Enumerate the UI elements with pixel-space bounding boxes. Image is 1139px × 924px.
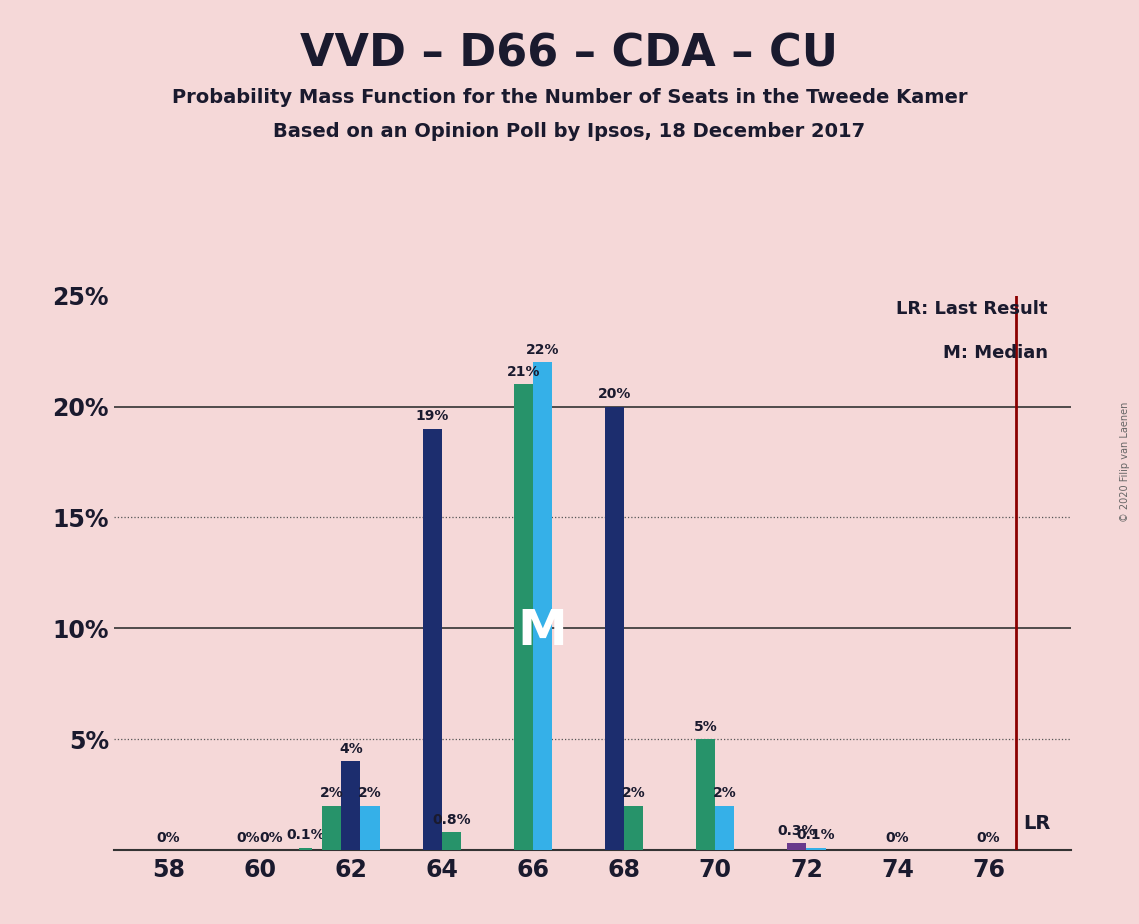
Text: © 2020 Filip van Laenen: © 2020 Filip van Laenen [1120,402,1130,522]
Text: 4%: 4% [339,742,362,756]
Text: LR: Last Result: LR: Last Result [896,300,1048,318]
Bar [533,362,552,850]
Text: 2%: 2% [320,786,344,800]
Text: 0.1%: 0.1% [286,828,325,843]
Text: 0%: 0% [260,831,282,845]
Text: LR: LR [1023,814,1050,833]
Text: 2%: 2% [713,786,737,800]
Text: 0%: 0% [886,831,909,845]
Bar [696,739,715,850]
Text: M: Median: M: Median [943,345,1048,362]
Text: Probability Mass Function for the Number of Seats in the Tweede Kamer: Probability Mass Function for the Number… [172,88,967,107]
Text: 21%: 21% [507,365,540,379]
Text: 19%: 19% [416,409,449,423]
Bar [442,833,461,850]
Text: M: M [518,606,567,654]
Text: 0%: 0% [157,831,180,845]
Text: Based on an Opinion Poll by Ipsos, 18 December 2017: Based on an Opinion Poll by Ipsos, 18 De… [273,122,866,141]
Bar [624,806,644,850]
Text: 2%: 2% [622,786,646,800]
Bar [715,806,735,850]
Bar [360,806,379,850]
Bar [514,384,533,850]
Text: 0.1%: 0.1% [796,828,835,843]
Bar [298,848,312,850]
Bar [342,761,360,850]
Text: 22%: 22% [526,343,559,357]
Bar [322,806,342,850]
Text: 20%: 20% [598,387,631,401]
Bar [605,407,624,850]
Text: 0%: 0% [977,831,1000,845]
Bar [806,848,826,850]
Text: 5%: 5% [694,720,718,734]
Text: 0%: 0% [237,831,260,845]
Text: 0.3%: 0.3% [778,824,817,838]
Bar [423,429,442,850]
Bar [787,844,806,850]
Text: VVD – D66 – CDA – CU: VVD – D66 – CDA – CU [301,32,838,76]
Text: 0.8%: 0.8% [432,813,470,827]
Text: 2%: 2% [358,786,382,800]
